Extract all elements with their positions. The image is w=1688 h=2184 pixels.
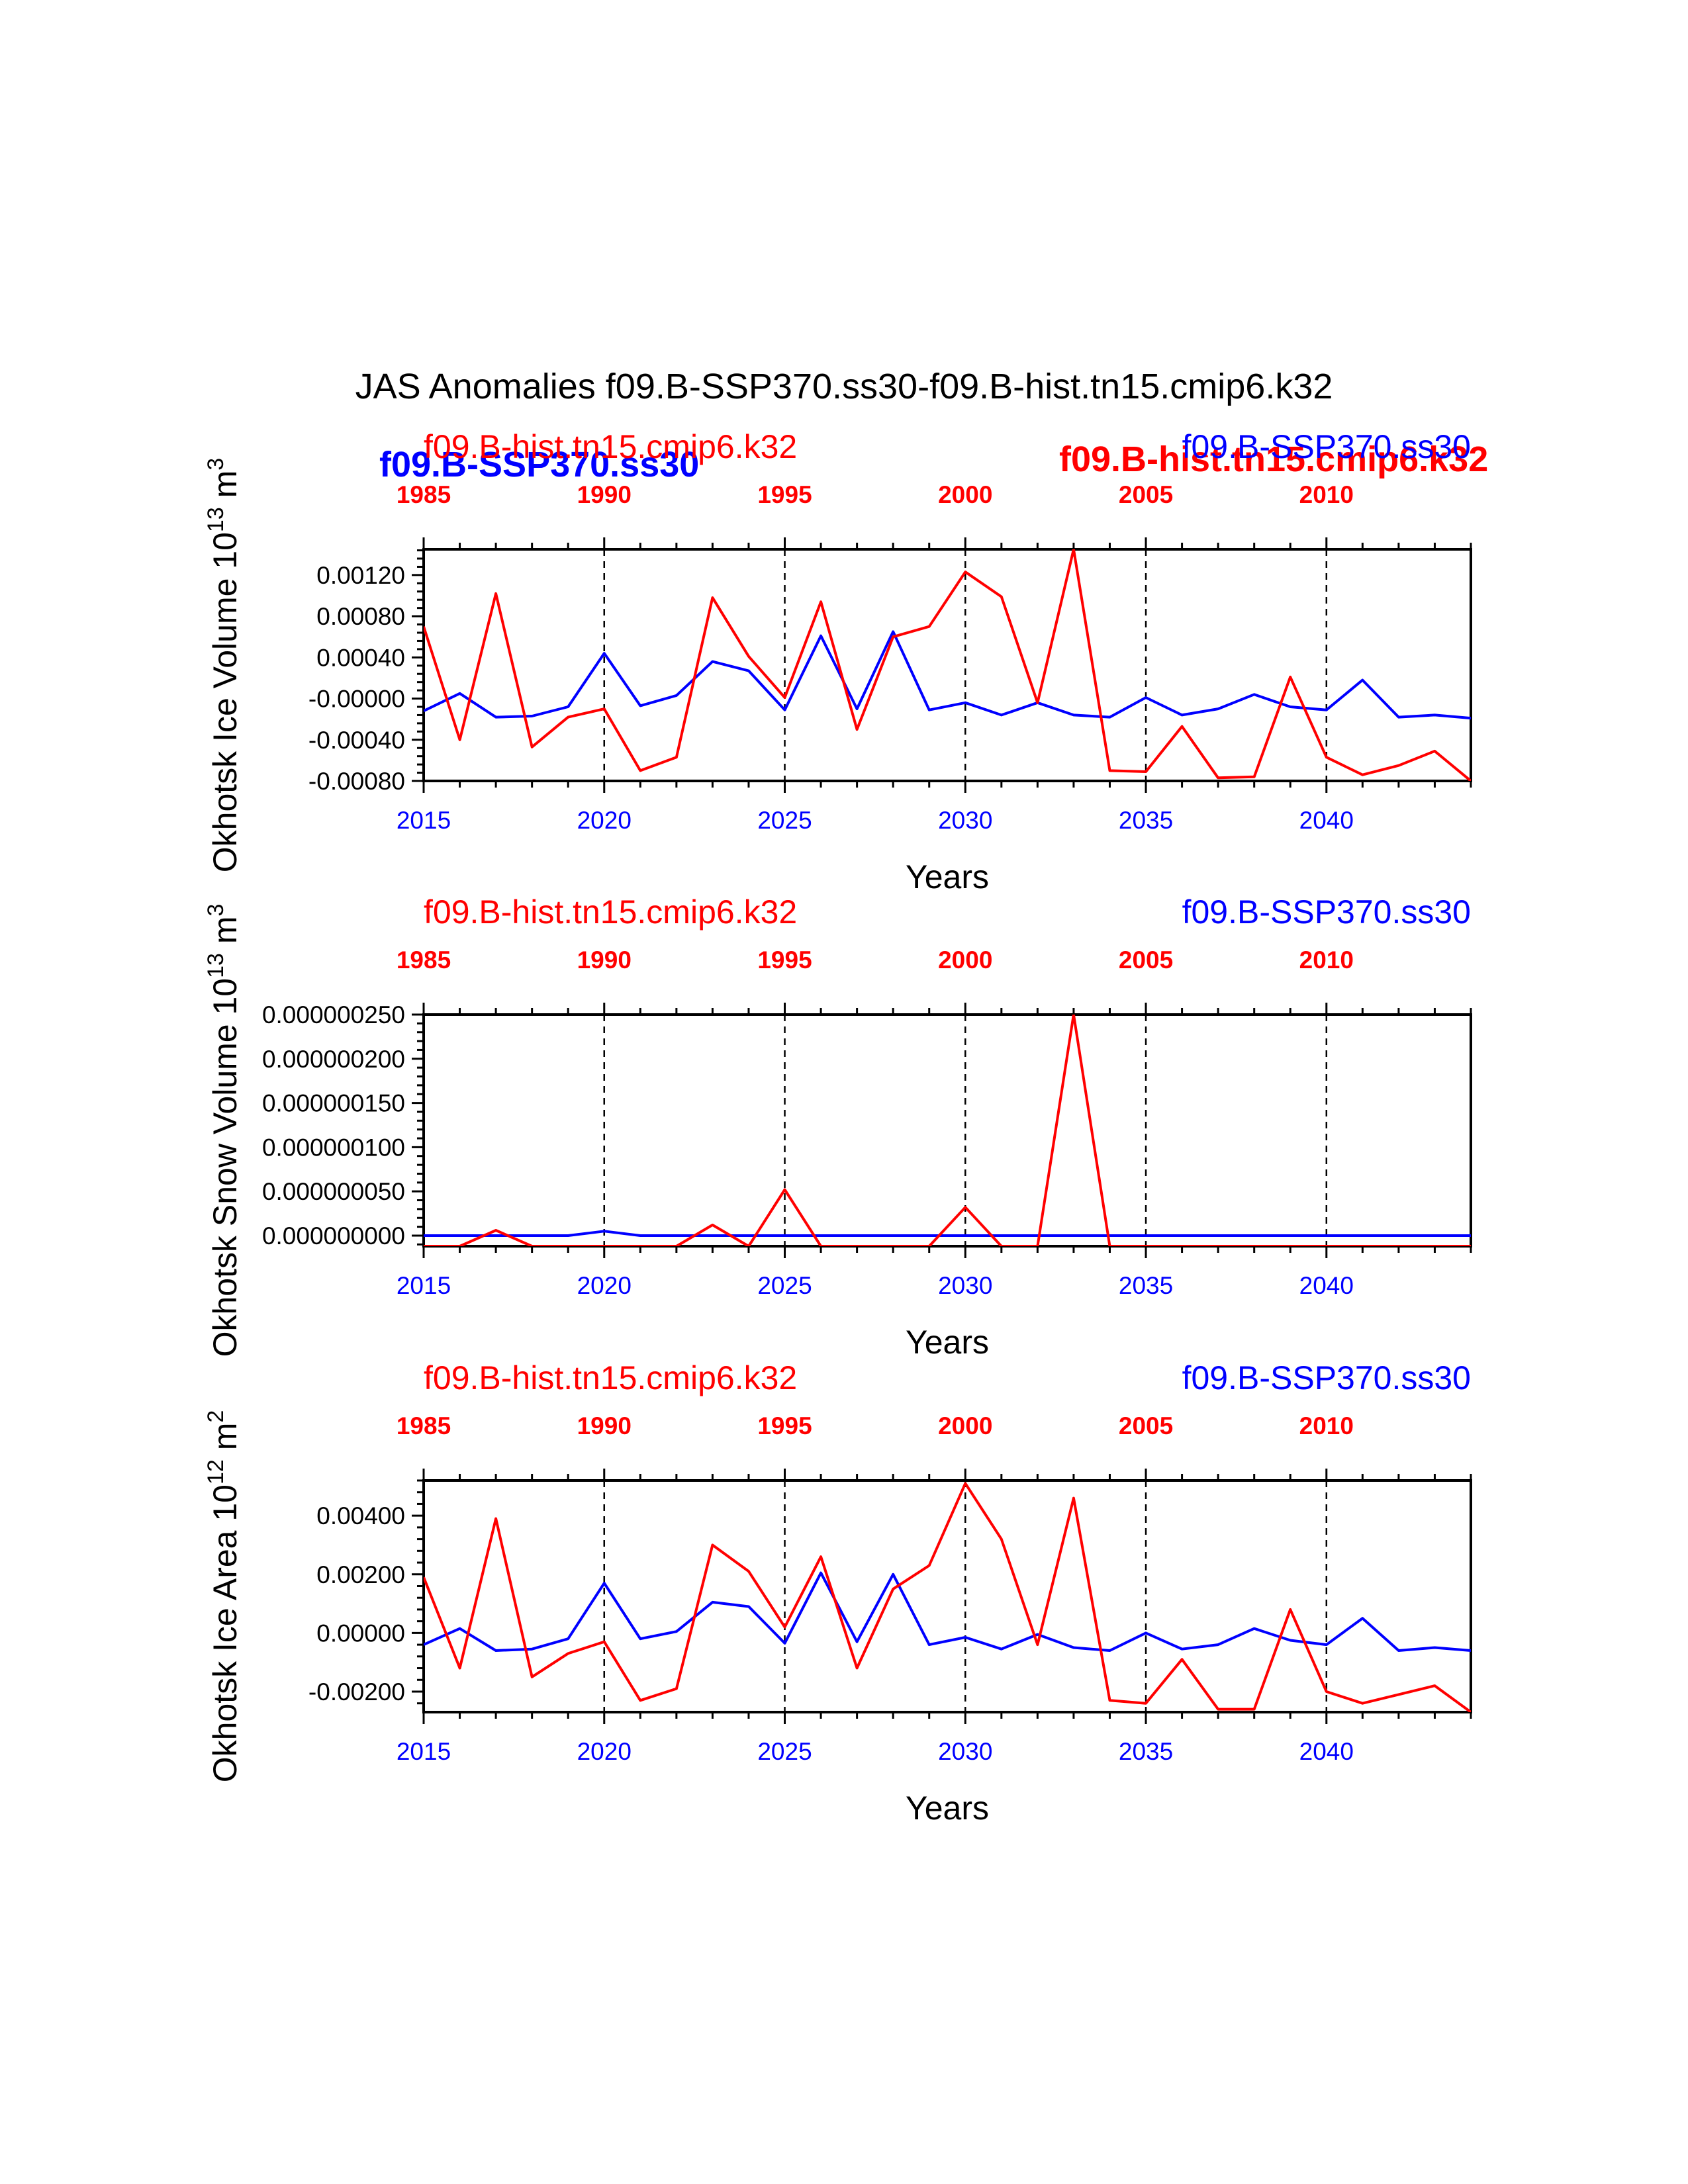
x-tick-label-top: 2010 xyxy=(1299,481,1354,508)
y-tick-label: -0.00000 xyxy=(308,686,405,713)
x-tick-label-bottom: 2040 xyxy=(1299,807,1354,834)
y-axis-label-part: 12 xyxy=(203,1459,228,1484)
y-tick-label: 0.000000200 xyxy=(262,1046,405,1073)
panel-3: 2015 2020 2025 2030 2035 2040 1985 1990 1995 2000… xyxy=(203,1359,1472,1827)
x-tick-label-bottom: 2020 xyxy=(577,1272,632,1299)
x-tick-label-bottom: 2030 xyxy=(938,1272,992,1299)
plot-frame xyxy=(422,1479,1472,1713)
x-tick-label-bottom: 2025 xyxy=(757,1738,812,1765)
x-tick-label-top: 2000 xyxy=(938,1412,992,1439)
series-line-ssp xyxy=(424,1571,1471,1652)
x-tick-label-top: 2005 xyxy=(1119,1412,1173,1439)
x-tick-label-bottom: 2025 xyxy=(757,807,812,834)
y-axis-label-part: m xyxy=(207,917,244,954)
y-tick-label: 0.000000000 xyxy=(262,1222,405,1250)
y-tick-label: 0.000000250 xyxy=(262,1001,405,1028)
y-tick-label: 0.000000150 xyxy=(262,1090,405,1117)
x-tick-label-bottom: 2020 xyxy=(577,807,632,834)
x-tick-label-top: 1995 xyxy=(757,946,812,974)
y-tick-label: 0.00400 xyxy=(316,1502,405,1529)
overlay-label-ssp: f09.B-SSP370.ss30 xyxy=(379,445,699,484)
y-axis-label-part: Okhotsk Ice Area 10 xyxy=(207,1484,244,1782)
hist-case-label: f09.B-hist.tn15.cmip6.k32 xyxy=(424,1359,797,1396)
y-tick-label: 0.000000050 xyxy=(262,1178,405,1205)
overlay-label-hist: f09.B-hist.tn15.cmip6.k32 xyxy=(1059,439,1488,479)
y-tick-label: 0.00000 xyxy=(316,1619,405,1647)
x-tick-label-bottom: 2035 xyxy=(1119,1272,1173,1299)
y-axis-label-part: m xyxy=(207,1423,244,1460)
y-axis-label-part: 3 xyxy=(203,458,228,471)
x-tick-label-bottom: 2040 xyxy=(1299,1738,1354,1765)
x-tick-label-bottom: 2035 xyxy=(1119,1738,1173,1765)
y-axis-label-part: 13 xyxy=(203,953,228,978)
x-tick-label-bottom: 2030 xyxy=(938,807,992,834)
x-tick-label-top: 1990 xyxy=(577,1412,632,1439)
plot-frame xyxy=(422,1013,1472,1248)
y-tick-label: 0.00200 xyxy=(316,1561,405,1588)
x-tick-label-bottom: 2035 xyxy=(1119,807,1173,834)
y-tick-label: -0.00200 xyxy=(308,1678,405,1706)
x-tick-label-top: 1990 xyxy=(577,946,632,974)
figure-title: JAS Anomalies f09.B-SSP370.ss30-f09.B-hi… xyxy=(355,367,1333,406)
plot-frame xyxy=(422,548,1472,782)
x-tick-label-top: 1985 xyxy=(397,946,451,974)
y-axis-label-part: m xyxy=(207,471,244,508)
panel-2: 2015 2020 2025 2030 2035 2040 1985 1990 1995 2000… xyxy=(203,893,1472,1361)
y-tick-label: 0.000000100 xyxy=(262,1134,405,1161)
x-tick-label-bottom: 2030 xyxy=(938,1738,992,1765)
series-line-hist xyxy=(424,1482,1471,1712)
panel-1: 2015 2020 2025 2030 2035 2040 1985 1990 1995 2000… xyxy=(203,428,1472,895)
y-tick-label: -0.00080 xyxy=(308,768,405,795)
y-axis-label: Okhotsk Ice Area 1012 m2 xyxy=(203,1410,244,1783)
ssp-case-label: f09.B-SSP370.ss30 xyxy=(1182,893,1471,931)
x-tick-label-top: 2010 xyxy=(1299,1412,1354,1439)
y-tick-label: -0.00040 xyxy=(308,727,405,754)
x-tick-label-top: 1995 xyxy=(757,1412,812,1439)
y-axis-label: Okhotsk Ice Volume 1013 m3 xyxy=(203,458,244,872)
y-tick-label: 0.00080 xyxy=(316,603,405,630)
ssp-case-label: f09.B-SSP370.ss30 xyxy=(1182,428,1471,465)
x-tick-label-top: 2000 xyxy=(938,481,992,508)
x-axis-label: Years xyxy=(906,1790,989,1827)
y-axis-label-part: 3 xyxy=(203,904,228,917)
y-axis-label-part: Okhotsk Ice Volume 10 xyxy=(207,532,244,872)
x-tick-label-bottom: 2015 xyxy=(397,1738,451,1765)
series-line-ssp xyxy=(424,1230,1471,1237)
x-tick-label-top: 2000 xyxy=(938,946,992,974)
x-axis-label: Years xyxy=(906,858,989,895)
hist-case-label: f09.B-hist.tn15.cmip6.k32 xyxy=(424,893,797,931)
x-tick-label-top: 1990 xyxy=(577,481,632,508)
y-tick-label: 0.00040 xyxy=(316,644,405,671)
ssp-case-label: f09.B-SSP370.ss30 xyxy=(1182,1359,1471,1396)
y-axis-label-part: Okhotsk Snow Volume 10 xyxy=(207,978,244,1357)
x-tick-label-top: 1985 xyxy=(397,481,451,508)
x-tick-label-bottom: 2020 xyxy=(577,1738,632,1765)
x-tick-label-top: 2005 xyxy=(1119,481,1173,508)
x-tick-label-top: 1985 xyxy=(397,1412,451,1439)
x-tick-label-bottom: 2025 xyxy=(757,1272,812,1299)
y-axis-label: Okhotsk Snow Volume 1013 m3 xyxy=(203,904,244,1357)
x-tick-label-bottom: 2040 xyxy=(1299,1272,1354,1299)
series-line-hist xyxy=(424,549,1471,781)
y-axis-label-part: 13 xyxy=(203,507,228,532)
y-axis-label-part: 2 xyxy=(203,1410,228,1423)
x-tick-label-top: 1995 xyxy=(757,481,812,508)
y-tick-label: 0.00120 xyxy=(316,562,405,589)
series-line-ssp xyxy=(424,630,1471,720)
x-tick-label-top: 2010 xyxy=(1299,946,1354,974)
x-tick-label-bottom: 2015 xyxy=(397,807,451,834)
hist-case-label: f09.B-hist.tn15.cmip6.k32 xyxy=(424,428,797,465)
x-tick-label-top: 2005 xyxy=(1119,946,1173,974)
x-tick-label-bottom: 2015 xyxy=(397,1272,451,1299)
x-axis-label: Years xyxy=(906,1324,989,1361)
series-line-hist xyxy=(424,1015,1471,1246)
